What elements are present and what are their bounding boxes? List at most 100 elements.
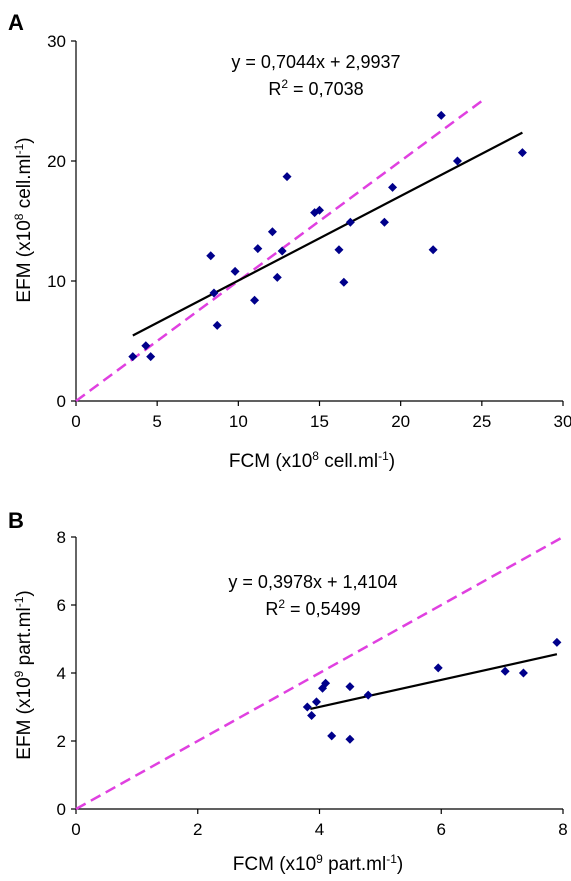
data-point [212,320,222,330]
y-label-suffix: ) [14,590,35,596]
y-tick-label: 30 [47,32,66,51]
data-point [345,734,355,744]
data-point [500,666,510,676]
data-point [327,731,337,741]
data-point [209,288,219,298]
y-tick-label: 0 [57,800,66,819]
y-label-exponent: 9 [12,670,26,677]
data-point [206,251,216,261]
data-point [230,266,240,276]
data-point [345,682,355,692]
data-point [315,205,324,215]
x-label-unit: cell.ml [319,451,378,472]
y-tick-label: 10 [47,272,66,291]
r-squared-symbol: R [265,599,278,619]
data-point [253,244,263,254]
data-point [141,341,151,351]
y-label-unit: part.ml [14,607,35,670]
x-tick-label: 5 [152,412,161,431]
y-tick-label: 4 [57,664,66,683]
data-point [428,245,438,255]
y-tick-label: 0 [57,392,66,411]
data-point [518,668,528,678]
x-label-unit-exponent: -1 [386,852,397,866]
r-squared-symbol: R [268,79,281,99]
panel-b-x-axis-label: FCM (x109 part.ml-1) [233,852,403,875]
x-tick-label: 0 [71,820,80,839]
y-tick-label: 2 [57,732,66,751]
panel-a-r-squared: R2 = 0,7038 [268,77,363,99]
x-label-exponent: 8 [312,449,319,463]
x-tick-label: 2 [193,820,202,839]
x-label-suffix: ) [397,854,403,875]
data-point [388,182,398,192]
panel-a-equation: y = 0,7044x + 2,9937 [231,52,400,72]
y-label-unit-exponent: -1 [12,596,26,607]
r-squared-value: = 0,7038 [288,79,364,99]
x-tick-label: 0 [71,412,80,431]
x-tick-label: 4 [315,820,324,839]
y-tick-label: 8 [57,528,66,547]
panel-a: A 0 5 10 15 20 25 30 0 10 20 30 y = 0,7044x + 2,99… [8,10,571,472]
data-point [146,352,156,362]
data-point [552,637,562,647]
y-label-exponent: 8 [12,213,26,220]
data-point [436,110,446,120]
x-label-prefix: FCM (x10 [229,451,312,472]
x-tick-label: 30 [554,412,571,431]
x-tick-label: 8 [558,820,567,839]
y-tick-label: 20 [47,152,66,171]
panel-a-plot-area: 0 5 10 15 20 25 30 0 10 20 30 [47,32,571,431]
data-point [334,245,344,255]
identity-line [75,535,564,811]
x-tick-label: 20 [391,412,410,431]
y-label-prefix: EFM (x10 [14,677,35,759]
panel-b-label: B [8,508,24,533]
x-tick-label: 15 [310,412,329,431]
r-squared-exponent: 2 [281,77,288,91]
panel-b-plot-area: 0 2 4 6 8 0 2 4 6 8 [57,528,568,839]
panel-a-x-axis-label: FCM (x108 cell.ml-1) [229,449,395,472]
x-label-unit: part.ml [323,854,386,875]
panel-b-equation: y = 0,3978x + 1,4104 [228,572,397,592]
data-point [452,156,462,166]
data-point [379,217,389,227]
data-point [250,295,260,305]
x-label-suffix: ) [389,451,395,472]
y-label-suffix: ) [14,137,35,143]
x-tick-label: 10 [229,412,248,431]
r-squared-value: = 0,5499 [285,599,361,619]
x-label-unit-exponent: -1 [378,449,389,463]
data-point [277,246,287,256]
data-point [307,711,317,720]
panel-a-label: A [8,10,24,35]
data-point [517,148,527,158]
panel-b-y-axis-label: EFM (x109 part.ml-1) [12,590,35,759]
data-point [433,663,443,673]
data-point [345,217,355,227]
x-label-exponent: 9 [316,852,323,866]
x-tick-label: 6 [437,820,446,839]
data-point [128,352,138,362]
x-tick-label: 25 [472,412,491,431]
regression-line [310,653,558,711]
y-label-prefix: EFM (x10 [14,220,35,302]
data-point [321,678,331,688]
data-point [339,277,349,287]
y-label-unit: cell.ml [14,154,35,213]
panel-a-y-axis-label: EFM (x108 cell.ml-1) [12,137,35,302]
regression-line [132,131,523,337]
x-label-prefix: FCM (x10 [233,854,316,875]
data-point [311,697,321,707]
data-point [272,272,282,282]
r-squared-exponent: 2 [278,597,285,611]
y-tick-label: 6 [57,596,66,615]
y-label-unit-exponent: -1 [12,143,26,154]
data-point [302,702,312,712]
data-point [267,227,277,237]
data-point [363,690,373,700]
data-point [282,172,292,182]
panel-b-r-squared: R2 = 0,5499 [265,597,360,619]
